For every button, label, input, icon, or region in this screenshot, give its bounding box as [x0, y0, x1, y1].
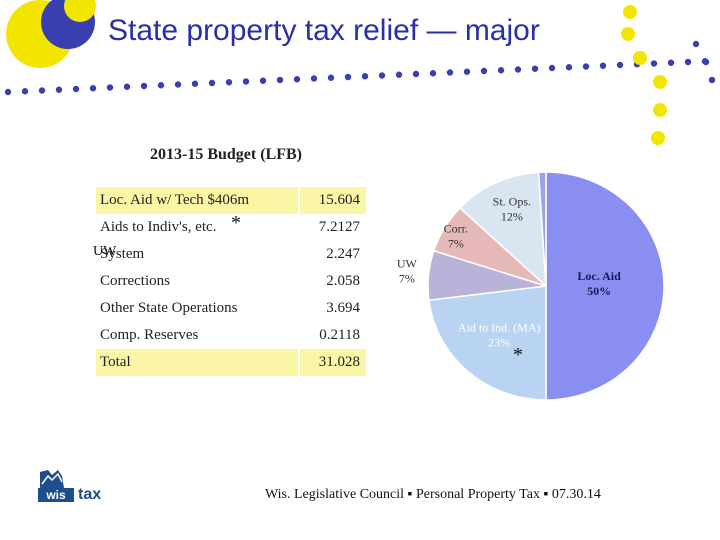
pie-percent-label: 12% [501, 210, 523, 224]
wistax-logo-mark: wis tax [38, 470, 101, 503]
decorative-dot [651, 131, 665, 145]
row-value: 2.247 [297, 241, 366, 268]
decorative-dot [702, 58, 710, 66]
decorative-dot [446, 69, 454, 76]
decorative-dot [327, 74, 335, 81]
decorative-dot [4, 88, 12, 96]
decorative-dot-pattern [4, 0, 716, 145]
decorative-dot [633, 51, 647, 65]
decorative-dot [692, 40, 700, 48]
decorative-dot [55, 86, 63, 93]
pie-slice [458, 171, 547, 288]
decorative-dot [72, 85, 80, 93]
decorative-dot [650, 60, 658, 67]
pie-label: UW [397, 257, 418, 271]
decorative-dot [565, 64, 573, 71]
table-row: Other State Operations 3.694 [96, 295, 366, 322]
wistax-logo: wis tax [38, 466, 118, 506]
decorative-dot [123, 83, 131, 90]
row-value: 31.028 [297, 349, 366, 376]
logo-text-left: wis [45, 488, 66, 502]
pie-label: Corr. [444, 221, 468, 235]
decorative-dot [140, 82, 148, 90]
row-label: Aids to Indiv's, etc. [100, 219, 217, 235]
decorative-dot [616, 61, 624, 69]
decorative-dot [242, 78, 250, 85]
pie-slice [545, 171, 665, 400]
decorative-dot [548, 64, 556, 72]
uw-annotation: UW [93, 244, 117, 259]
decorative-circle [64, 0, 96, 22]
pie-percent-label: 50% [587, 284, 611, 298]
decorative-dot [531, 65, 539, 72]
decorative-dot [480, 67, 488, 75]
pie-label: St. Ops. [493, 195, 531, 209]
pie-percent-label: 7% [399, 272, 415, 286]
row-value: 15.604 [297, 187, 366, 214]
row-value: 3.694 [297, 295, 366, 322]
decorative-dot [582, 63, 590, 70]
decorative-dot [599, 62, 607, 69]
decorative-dot [157, 82, 165, 89]
table-row: System 2.247 [96, 241, 366, 268]
decorative-dot [208, 79, 216, 87]
asterisk-annotation: * [231, 212, 241, 234]
row-label: System [100, 246, 145, 262]
pie-slice [428, 285, 547, 400]
row-value: 2.058 [297, 268, 366, 295]
table-row: Comp. Reserves 0.2118 [96, 322, 366, 349]
decorative-dot [174, 81, 182, 88]
budget-table-title: 2013-15 Budget (LFB) [150, 146, 302, 163]
pie-label: Loc. Aid [577, 269, 621, 283]
row-value: 0.2118 [297, 322, 366, 349]
decorative-dot [225, 79, 233, 86]
decorative-dot [667, 59, 675, 66]
row-value: 7.2127 [297, 214, 366, 241]
decorative-dot [259, 77, 267, 84]
decorative-dot [497, 67, 505, 74]
decorative-dot [361, 73, 369, 80]
decorative-dot [38, 87, 46, 94]
decorative-dot [653, 103, 667, 117]
decorative-dot [293, 76, 301, 83]
pie-percent-label: 7% [448, 236, 464, 250]
decorative-dot [89, 85, 97, 92]
row-label: Other State Operations [100, 300, 238, 316]
table-row: Loc. Aid w/ Tech $406m 15.604 [96, 187, 366, 214]
decorative-dot [106, 84, 114, 91]
decorative-dot [623, 5, 637, 19]
decorative-dot [514, 66, 522, 73]
decorative-dot [21, 88, 29, 95]
decorative-dot [621, 27, 635, 41]
budget-table: Loc. Aid w/ Tech $406m 15.604 Aids to Indi… [96, 187, 366, 376]
decorative-dot [412, 70, 420, 78]
logo-text-right: tax [78, 486, 101, 503]
row-label: Corrections [100, 273, 170, 289]
decorative-dot [429, 70, 437, 77]
decorative-dot [463, 68, 471, 75]
slide-footer: Wis. Legislative Council ▪ Personal Prop… [265, 487, 601, 502]
decorative-dot [708, 76, 716, 84]
decorative-dot [653, 75, 667, 89]
decorative-dot [684, 58, 692, 66]
table-row: Total 31.028 [96, 349, 366, 376]
asterisk-annotation-pie: * [513, 344, 523, 366]
table-row: Corrections 2.058 [96, 268, 366, 295]
decorative-dot [378, 72, 386, 79]
pie-label: Aid to Ind. (MA) [458, 320, 541, 334]
decorative-dot [344, 73, 352, 81]
pie-percent-label: 23% [488, 335, 510, 349]
decorative-dot [276, 76, 284, 84]
decorative-dot [310, 75, 318, 82]
pie-slice [537, 171, 547, 287]
row-label: Loc. Aid w/ Tech $406m [96, 187, 299, 214]
decorative-dot [395, 71, 403, 78]
slide-title: State property tax relief — major [108, 14, 540, 47]
table-row: Aids to Indiv's, etc. 7.2127 [96, 214, 366, 241]
row-label: Comp. Reserves [100, 327, 199, 343]
row-label: Total [96, 349, 299, 376]
decorative-dot [191, 80, 199, 87]
